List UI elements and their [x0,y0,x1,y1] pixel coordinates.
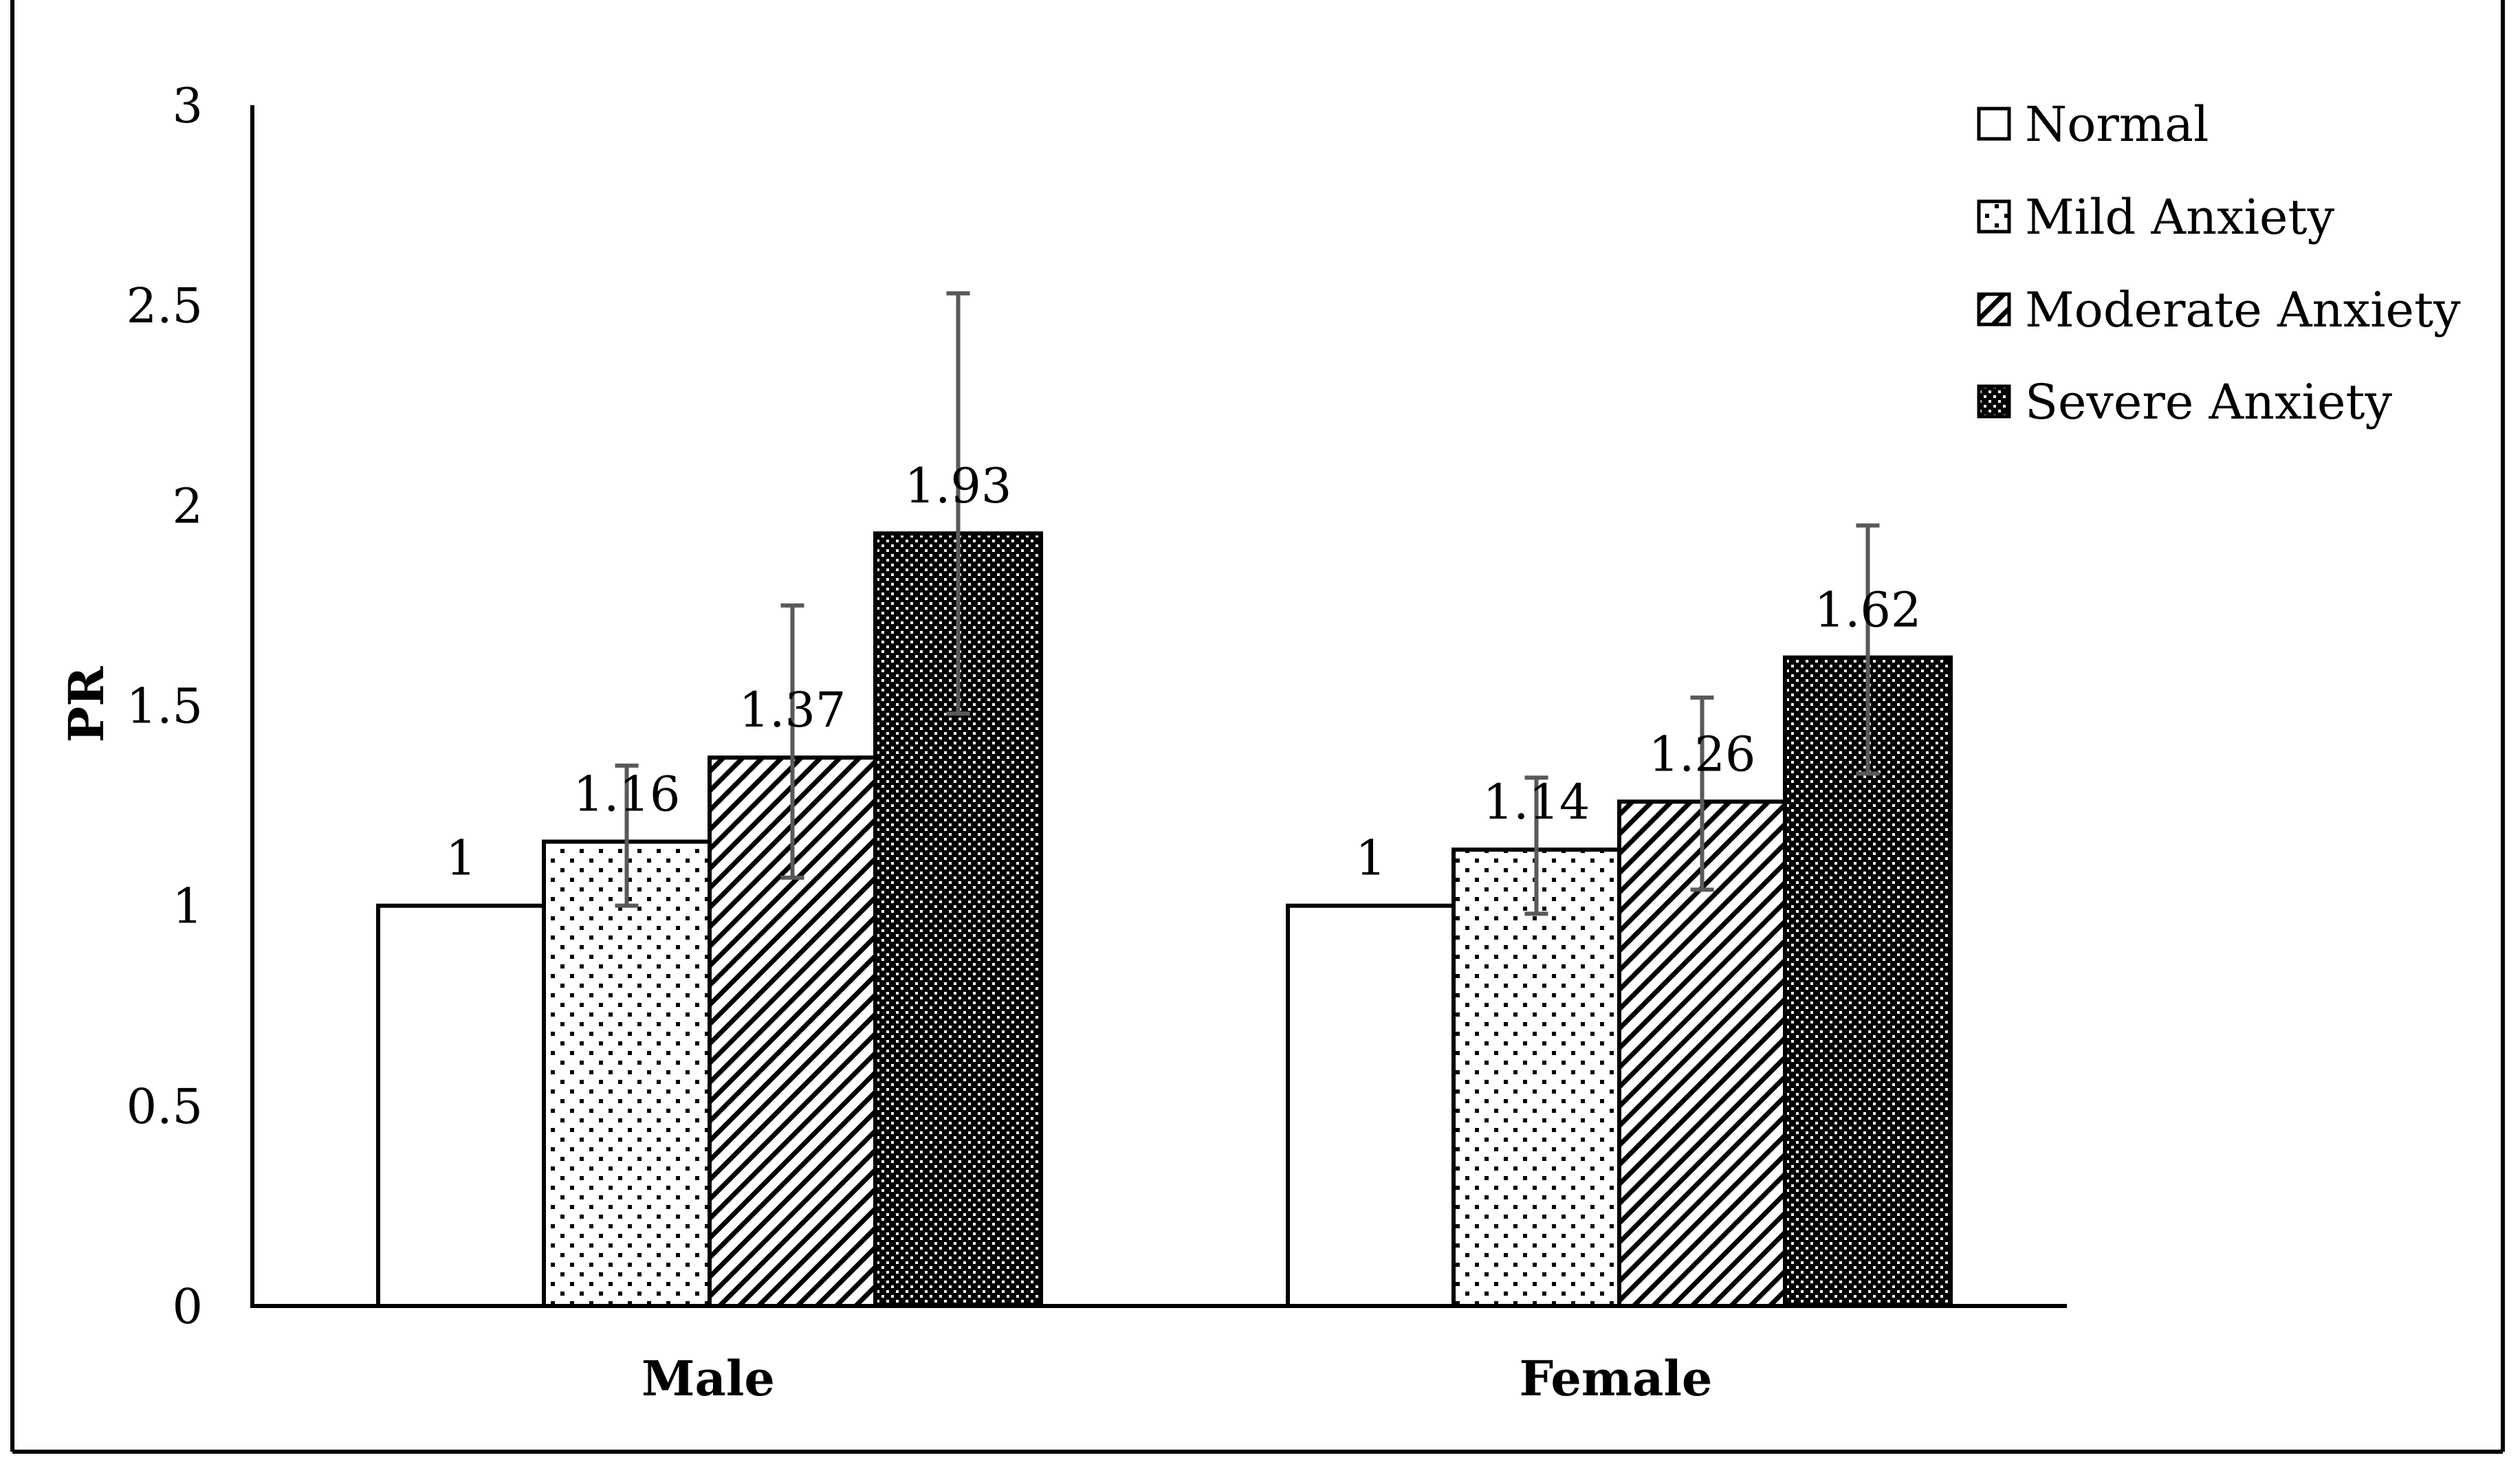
bar-female-mild-anxiety [1451,848,1621,1308]
error-bar-male-moderate-anxiety [780,603,804,880]
y-tick-label: 0 [172,1278,203,1335]
y-tick-labels: 0 0.5 1 1.5 2 2.5 3 [127,78,203,1335]
bar-male-mild-anxiety [542,839,712,1308]
data-label-female-mild-anxiety: 1.14 [1483,774,1590,830]
error-bar-female-moderate-anxiety [1690,695,1714,892]
legend-swatch-moderate [1977,292,2011,326]
legend-label: Normal [2025,96,2209,153]
data-label-female-moderate-anxiety: 1.26 [1649,726,1756,782]
category-label-male: Male [642,1350,775,1407]
y-tick-label: 2 [172,478,203,534]
data-label-female-severe-anxiety: 1.62 [1815,582,1922,639]
data-label-male-severe-anxiety: 1.93 [905,458,1012,514]
y-axis-title: PR [58,666,115,743]
legend-item-normal: Normal [1977,96,2209,153]
legend: Normal Mild Anxiety Moderate Anxiety Sev… [1977,96,2461,430]
data-label-male-moderate-anxiety: 1.37 [739,682,846,738]
data-label-female-normal: 1 [1355,830,1386,887]
legend-item-severe-anxiety: Severe Anxiety [1977,374,2393,430]
y-tick-label: 3 [172,78,203,134]
legend-swatch-normal [1977,107,2011,141]
error-bar-female-severe-anxiety [1856,523,1880,776]
error-bar-male-severe-anxiety [946,291,970,716]
y-tick-label: 2.5 [127,278,203,334]
y-tick-label: 1 [172,878,203,935]
legend-item-moderate-anxiety: Moderate Anxiety [1977,282,2461,338]
legend-item-mild-anxiety: Mild Anxiety [1977,189,2335,245]
bar-female-normal [1286,903,1456,1308]
legend-swatch-severe [1977,384,2011,419]
error-bar-male-mild-anxiety [615,763,639,908]
data-labels-layer: 1 1.16 1.37 1.93 1 1.14 1.26 1.62 [446,458,1921,887]
error-bars-layer [615,291,1880,916]
frame [10,0,2505,1454]
legend-label: Severe Anxiety [2025,374,2393,430]
bars-layer [376,531,1953,1309]
error-bar-female-mild-anxiety [1524,775,1548,916]
bar-male-normal [376,903,546,1308]
y-tick-label: 0.5 [127,1078,203,1135]
data-label-male-normal: 1 [446,830,476,887]
y-tick-label: 1.5 [127,678,203,735]
legend-label: Mild Anxiety [2025,189,2335,245]
category-label-female: Female [1520,1350,1713,1407]
legend-swatch-mild [1977,199,2011,234]
data-label-male-mild-anxiety: 1.16 [573,766,681,823]
bar-male-severe-anxiety [873,531,1043,1308]
legend-label: Moderate Anxiety [2025,282,2461,338]
